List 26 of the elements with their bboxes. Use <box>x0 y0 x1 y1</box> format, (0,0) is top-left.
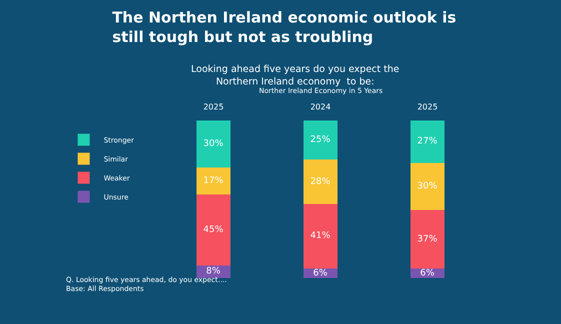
bar <box>410 120 445 163</box>
data-label: 28% <box>310 176 331 187</box>
bar <box>196 168 231 194</box>
data-label: 8% <box>206 266 221 277</box>
data-label: 30% <box>203 138 224 149</box>
x-tick-label: 2025 <box>203 102 224 112</box>
x-tick-label: 2024 <box>310 102 331 112</box>
data-label: 17% <box>203 176 224 186</box>
bar <box>196 194 231 266</box>
bar <box>303 204 338 269</box>
bar <box>303 120 338 160</box>
bar <box>303 160 338 204</box>
data-label: 30% <box>417 182 438 192</box>
data-label: 41% <box>310 231 331 242</box>
x-tick-label: 2025 <box>417 102 438 112</box>
data-label: 6% <box>420 268 435 278</box>
data-label: 25% <box>310 135 331 146</box>
data-label: 27% <box>417 136 438 147</box>
data-label: 6% <box>313 268 328 278</box>
chart-subtitle: Looking ahead five years do you expect the Northern Ireland economy to be: <box>191 64 400 88</box>
bar <box>410 162 445 210</box>
data-label: 37% <box>417 234 438 244</box>
bar <box>196 120 231 168</box>
data-label: 45% <box>203 224 224 235</box>
bar <box>410 210 445 269</box>
chart-title: The Northen Ireland economic outlook is still tough but not as troubling <box>112 8 456 46</box>
